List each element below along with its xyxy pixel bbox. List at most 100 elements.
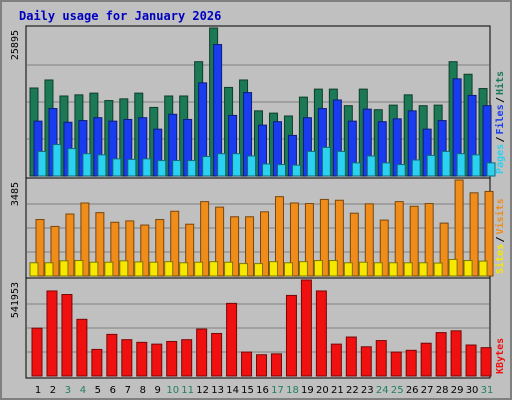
series-legend: Pages/Files/Hits bbox=[494, 71, 506, 174]
bar-pages bbox=[97, 154, 107, 177]
bar-kbytes bbox=[241, 351, 253, 377]
bar-visits bbox=[364, 203, 374, 277]
bar-kbytes bbox=[360, 346, 372, 377]
bar-pages bbox=[321, 146, 331, 177]
series-legend: Sites / Visits bbox=[494, 198, 506, 274]
bar-pages bbox=[381, 162, 391, 177]
bar-pages bbox=[486, 162, 496, 177]
x-tick-label: 11 bbox=[181, 385, 194, 396]
bar-kbytes bbox=[181, 339, 193, 377]
legend-separator: / bbox=[495, 236, 506, 242]
bar-pages bbox=[426, 154, 436, 177]
bar-sites bbox=[74, 260, 84, 277]
bar-visits bbox=[110, 221, 120, 277]
y-max-label: 25895 bbox=[10, 30, 21, 60]
bar-pages bbox=[276, 164, 286, 177]
bar-kbytes bbox=[121, 339, 133, 377]
bar-visits bbox=[409, 205, 419, 277]
x-tick-label: 12 bbox=[196, 385, 209, 396]
bar-sites bbox=[44, 262, 54, 277]
bar-visits bbox=[125, 220, 135, 277]
panel-hits-files-pages: 25895 Pages/Files/Hits bbox=[10, 25, 506, 179]
bar-kbytes bbox=[285, 294, 297, 377]
bar-visits bbox=[80, 202, 90, 277]
x-tick-label: 21 bbox=[331, 385, 344, 396]
bar-pages bbox=[471, 154, 481, 177]
x-tick-label: 31 bbox=[481, 385, 494, 396]
bar-visits bbox=[35, 219, 45, 277]
bar-visits bbox=[170, 210, 180, 277]
x-tick-label: 3 bbox=[65, 385, 71, 396]
bar-sites bbox=[134, 261, 144, 277]
bar-visits bbox=[454, 179, 464, 277]
bar-kbytes bbox=[435, 332, 447, 377]
bar-pages bbox=[157, 160, 167, 177]
x-tick-label: 29 bbox=[451, 385, 464, 396]
x-tick-label: 4 bbox=[80, 385, 86, 396]
bar-sites bbox=[29, 262, 39, 277]
bar-visits bbox=[424, 203, 434, 277]
x-tick-label: 26 bbox=[406, 385, 419, 396]
bar-kbytes bbox=[151, 343, 163, 377]
bar-visits bbox=[200, 201, 210, 277]
x-tick-label: 8 bbox=[140, 385, 146, 396]
x-tick-label: 23 bbox=[361, 385, 374, 396]
bar-sites bbox=[373, 262, 383, 277]
bar-pages bbox=[441, 150, 451, 177]
bar-pages bbox=[142, 158, 152, 177]
legend-kbytes: KBytes bbox=[495, 338, 506, 374]
bar-kbytes bbox=[375, 340, 387, 377]
x-tick-label: 7 bbox=[125, 385, 131, 396]
x-tick-label: 20 bbox=[316, 385, 329, 396]
x-tick-label: 24 bbox=[376, 385, 389, 396]
bar-sites bbox=[448, 258, 458, 277]
bar-visits bbox=[484, 190, 494, 277]
bar-pages bbox=[366, 155, 376, 177]
x-tick-label: 5 bbox=[95, 385, 101, 396]
legend-hits: Hits bbox=[494, 71, 506, 95]
bar-pages bbox=[52, 144, 62, 177]
bar-sites bbox=[89, 261, 99, 277]
bar-kbytes bbox=[256, 354, 268, 377]
bar-sites bbox=[418, 262, 428, 277]
bar-sites bbox=[478, 260, 488, 277]
x-tick-label: 14 bbox=[226, 385, 239, 396]
bar-visits bbox=[439, 222, 449, 277]
bar-visits bbox=[260, 211, 270, 277]
bar-kbytes bbox=[420, 342, 432, 377]
x-tick-label: 18 bbox=[286, 385, 299, 396]
bar-kbytes bbox=[226, 302, 238, 377]
x-tick-label: 16 bbox=[256, 385, 269, 396]
bar-pages bbox=[67, 148, 77, 177]
bar-kbytes bbox=[330, 343, 342, 377]
bar-kbytes bbox=[76, 318, 88, 377]
bar-sites bbox=[59, 260, 69, 277]
x-tick-label: 13 bbox=[211, 385, 224, 396]
x-tick-label: 9 bbox=[155, 385, 161, 396]
bar-sites bbox=[119, 260, 129, 277]
bar-pages bbox=[396, 164, 406, 177]
bar-pages bbox=[112, 158, 122, 177]
x-tick-label: 19 bbox=[301, 385, 314, 396]
bar-kbytes bbox=[91, 348, 103, 377]
bar-pages bbox=[456, 153, 466, 177]
bar-pages bbox=[351, 162, 361, 177]
bar-kbytes bbox=[315, 290, 327, 377]
bar-sites bbox=[149, 261, 159, 277]
bar-sites bbox=[283, 262, 293, 277]
bar-sites bbox=[328, 260, 338, 277]
bar-sites bbox=[179, 262, 189, 277]
bar-visits bbox=[274, 196, 284, 277]
bar-sites bbox=[104, 261, 114, 277]
bar-sites bbox=[433, 262, 443, 277]
bar-kbytes bbox=[270, 353, 282, 377]
bar-sites bbox=[358, 261, 368, 277]
chart-panels: 25895Pages/Files/Hits3485Sites/Visits541… bbox=[10, 25, 506, 379]
x-tick-label: 6 bbox=[110, 385, 116, 396]
bar-visits bbox=[95, 212, 105, 277]
bar-kbytes bbox=[465, 344, 477, 377]
bar-visits bbox=[50, 225, 60, 277]
bar-pages bbox=[262, 163, 272, 177]
